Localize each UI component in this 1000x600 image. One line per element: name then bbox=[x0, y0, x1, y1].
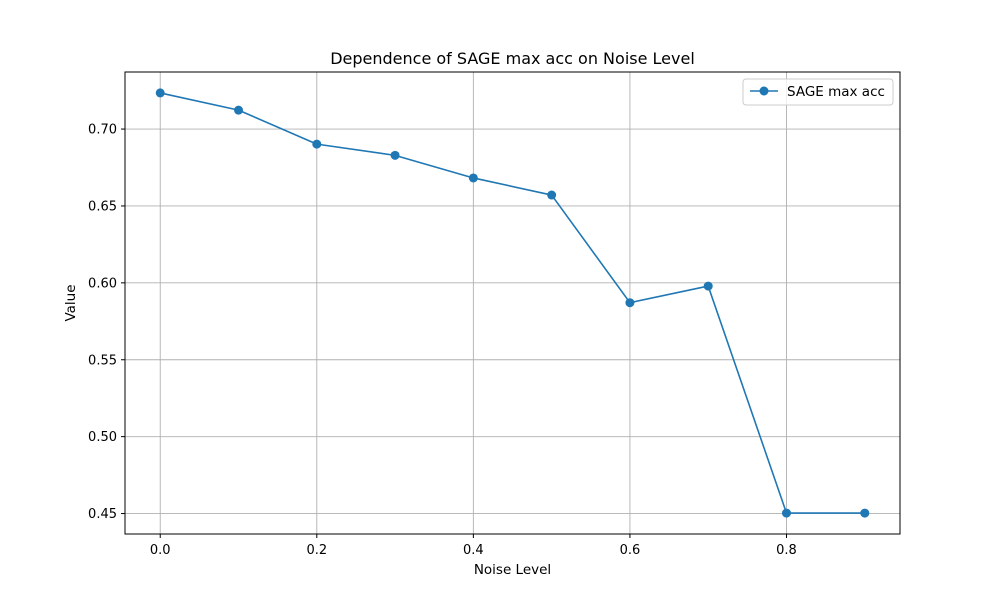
x-tick-label: 0.6 bbox=[620, 543, 641, 558]
x-tick-label: 0.0 bbox=[150, 543, 171, 558]
y-tick-label: 0.60 bbox=[88, 276, 117, 291]
data-point bbox=[703, 281, 713, 291]
data-point bbox=[155, 88, 165, 98]
data-point bbox=[390, 150, 400, 160]
x-tick-label: 0.8 bbox=[776, 543, 797, 558]
legend-box bbox=[742, 78, 894, 106]
series-line bbox=[160, 92, 865, 514]
x-tick-label: 0.2 bbox=[306, 543, 327, 558]
x-axis-label: Noise Level bbox=[474, 562, 551, 578]
data-point bbox=[312, 139, 322, 149]
series-layer bbox=[155, 88, 870, 518]
y-tick-label: 0.70 bbox=[88, 123, 117, 138]
data-point bbox=[234, 105, 244, 115]
data-point bbox=[860, 508, 870, 518]
legend-entry-label: SAGE max acc bbox=[787, 84, 885, 100]
x-tick-label: 0.4 bbox=[463, 543, 484, 558]
plot-frame bbox=[124, 71, 901, 535]
legend-marker-swatch bbox=[759, 86, 769, 96]
y-tick-label: 0.65 bbox=[88, 199, 117, 214]
data-point bbox=[625, 298, 635, 308]
y-tick-label: 0.45 bbox=[88, 507, 117, 522]
axis-ticks: 0.0 0.2 0.4 0.6 0.8 0.45 0.50 0.55 0.60 0.65 0.70 bbox=[88, 123, 797, 558]
data-point bbox=[781, 508, 791, 518]
chart-title: Dependence of SAGE max acc on Noise Leve… bbox=[330, 49, 695, 68]
y-tick-label: 0.55 bbox=[88, 353, 117, 368]
data-point bbox=[468, 173, 478, 183]
grid-lines bbox=[125, 72, 900, 534]
data-point bbox=[547, 190, 557, 200]
y-axis-label: Value bbox=[63, 284, 79, 321]
legend: SAGE max acc bbox=[742, 78, 894, 106]
y-tick-label: 0.50 bbox=[88, 430, 117, 445]
